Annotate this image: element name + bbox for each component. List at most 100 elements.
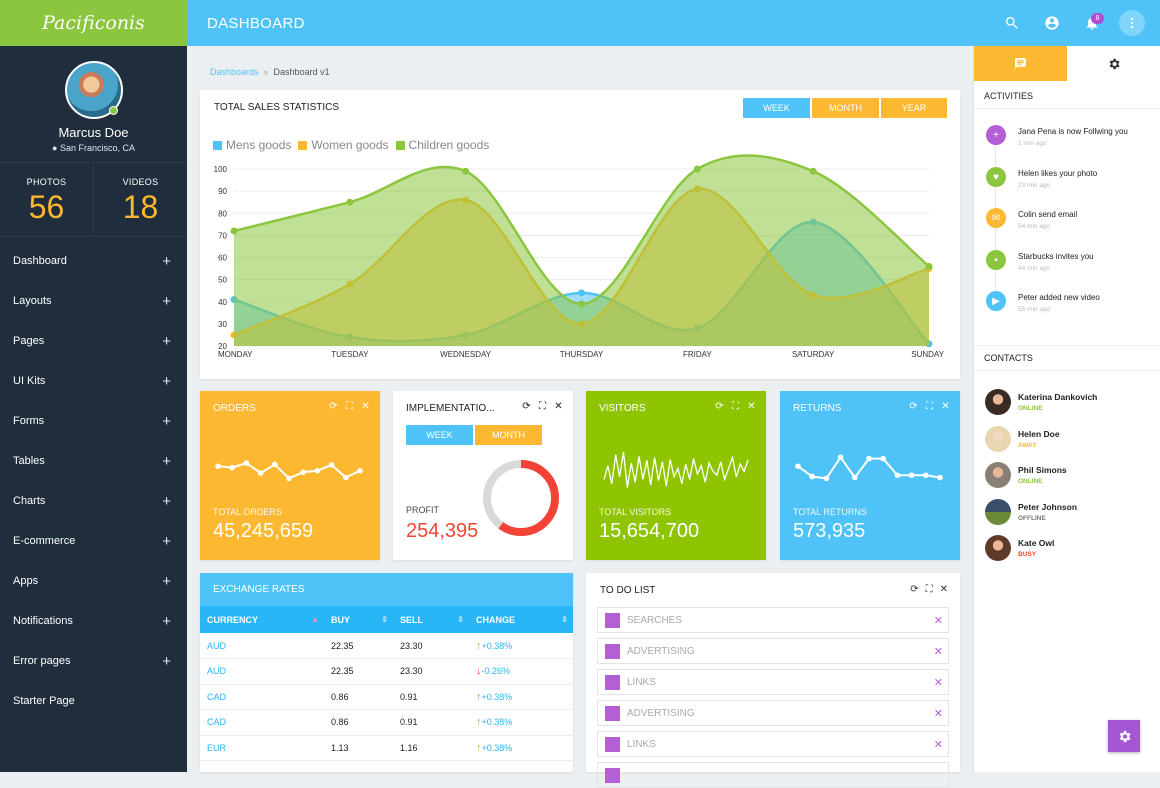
contact-item[interactable]: Helen Doe AWAY — [985, 426, 1060, 452]
year-button[interactable]: YEAR — [881, 98, 947, 118]
todo-card: TO DO LIST ⟳ ⛶ ✕ SEARCHES ✕ ADVERTISING ✕ LI… — [586, 573, 960, 788]
expand-icon[interactable]: ⛶ — [925, 584, 933, 595]
sparkline-point — [243, 460, 250, 466]
remove-icon[interactable]: ✕ — [933, 707, 943, 720]
impl-month-button[interactable]: MONTH — [475, 425, 542, 445]
tab-chat[interactable] — [974, 46, 1067, 81]
close-icon[interactable]: ✕ — [941, 401, 950, 412]
close-icon[interactable]: ✕ — [939, 584, 948, 595]
refresh-icon[interactable]: ⟳ — [715, 401, 724, 412]
sidebar-item-notifications[interactable]: Notifications + — [0, 601, 187, 641]
todo-checkbox[interactable] — [605, 736, 620, 752]
data-point[interactable] — [346, 198, 354, 206]
settings-fab[interactable] — [1108, 720, 1140, 752]
col-currency[interactable]: CURRENCY ▲ — [200, 606, 324, 633]
legend-item[interactable]: Mens goods — [213, 138, 291, 152]
contact-item[interactable]: Katerina Dankovich ONLINE — [985, 389, 1097, 415]
todo-checkbox[interactable] — [605, 612, 620, 628]
sidebar-item-tables[interactable]: Tables + — [0, 441, 187, 481]
plus-icon: + — [162, 532, 171, 550]
legend-item[interactable]: Children goods — [395, 138, 489, 152]
remove-icon[interactable]: ✕ — [933, 738, 943, 751]
data-point[interactable] — [462, 167, 470, 175]
todo-item[interactable]: LINKS ✕ — [597, 731, 949, 757]
tab-settings[interactable] — [1067, 46, 1160, 81]
data-point[interactable] — [578, 289, 585, 297]
close-icon[interactable]: ✕ — [361, 401, 370, 412]
breadcrumb-link[interactable]: Dashboards — [210, 67, 259, 77]
todo-item[interactable]: SEARCHES ✕ — [597, 607, 949, 633]
contact-item[interactable]: Kate Owl BUSY — [985, 535, 1054, 561]
photos-count: 56 — [28, 189, 65, 225]
app-logo[interactable]: Pacificonis — [0, 0, 187, 46]
data-point[interactable] — [578, 300, 585, 308]
refresh-icon[interactable]: ⟳ — [910, 584, 919, 595]
contact-item[interactable]: Phil Simons ONLINE — [985, 462, 1067, 488]
table-row[interactable]: AUD 22.35 23.30 ↑+0.38% — [200, 633, 573, 659]
refresh-icon[interactable]: ⟳ — [329, 401, 338, 412]
more-button[interactable] — [1112, 0, 1152, 46]
avatar[interactable] — [64, 61, 123, 119]
remove-icon[interactable]: ✕ — [933, 645, 943, 658]
todo-item[interactable]: ADVERTISING ✕ — [597, 700, 949, 726]
data-point[interactable] — [693, 165, 701, 173]
data-point[interactable] — [809, 167, 817, 175]
data-point[interactable] — [925, 262, 933, 270]
sidebar-item-ecommerce[interactable]: E-commerce + — [0, 521, 187, 561]
table-row[interactable]: AUD 22.35 23.30 ↓-0.26% — [200, 658, 573, 685]
legend-item[interactable]: Women goods — [298, 138, 389, 152]
sidebar-item-pages[interactable]: Pages + — [0, 321, 187, 361]
todo-checkbox[interactable] — [605, 674, 620, 690]
sparkline-point — [894, 472, 901, 479]
todo-item[interactable] — [597, 762, 949, 788]
sidebar-item-starter-page[interactable]: Starter Page — [0, 681, 187, 721]
expand-icon[interactable]: ⛶ — [926, 401, 933, 412]
activity-item[interactable]: ✉ Colin send email 54 min ago — [986, 208, 1077, 230]
col-sell[interactable]: SELL ⇕ — [393, 606, 469, 633]
expand-icon[interactable]: ⛶ — [539, 401, 546, 412]
todo-checkbox[interactable] — [605, 767, 620, 783]
col-buy[interactable]: BUY ⇕ — [324, 606, 393, 633]
activity-item[interactable]: ▶ Peter added new video 55 min ago — [986, 291, 1100, 313]
sparkline-point — [908, 472, 915, 479]
videos-stat[interactable]: VIDEOS 18 — [93, 163, 187, 236]
refresh-icon[interactable]: ⟳ — [909, 401, 918, 412]
expand-icon[interactable]: ⛶ — [732, 401, 739, 412]
close-icon[interactable]: ✕ — [554, 401, 563, 412]
table-row[interactable]: EUR 1.13 1.16 ↑+0.38% — [200, 735, 573, 761]
activity-item[interactable]: + Jana Pena is now Follwing you 2 min ago — [986, 125, 1128, 147]
todo-item[interactable]: ADVERTISING ✕ — [597, 638, 949, 664]
video-icon: ▶ — [986, 291, 1006, 311]
notifications-button[interactable]: 8 — [1072, 0, 1112, 46]
table-row[interactable]: CAD 0.86 0.91 ↑+0.38% — [200, 709, 573, 736]
activity-item[interactable]: ▪ Starbucks invites you 44 min ago — [986, 250, 1094, 272]
col-change[interactable]: CHANGE ⇕ — [469, 606, 573, 633]
impl-week-button[interactable]: WEEK — [406, 425, 473, 445]
cell-sell: 0.91 — [393, 684, 469, 710]
week-button[interactable]: WEEK — [743, 98, 810, 118]
activity-item[interactable]: ♥ Helen likes your photo 23 min ago — [986, 167, 1097, 189]
sidebar-item-apps[interactable]: Apps + — [0, 561, 187, 601]
month-button[interactable]: MONTH — [812, 98, 879, 118]
remove-icon[interactable]: ✕ — [933, 614, 943, 627]
data-point[interactable] — [230, 227, 238, 235]
todo-checkbox[interactable] — [605, 705, 620, 721]
user-name: Marcus Doe — [58, 125, 129, 140]
todo-item[interactable]: LINKS ✕ — [597, 669, 949, 695]
account-button[interactable] — [1032, 0, 1072, 46]
sidebar-item-layouts[interactable]: Layouts + — [0, 281, 187, 321]
sidebar-item-forms[interactable]: Forms + — [0, 401, 187, 441]
refresh-icon[interactable]: ⟳ — [522, 401, 531, 412]
photos-stat[interactable]: PHOTOS 56 — [0, 163, 93, 236]
todo-checkbox[interactable] — [605, 643, 620, 659]
sidebar-item-error-pages[interactable]: Error pages + — [0, 641, 187, 681]
sidebar-item-ui-kits[interactable]: UI Kits + — [0, 361, 187, 401]
close-icon[interactable]: ✕ — [747, 401, 756, 412]
remove-icon[interactable]: ✕ — [933, 676, 943, 689]
expand-icon[interactable]: ⛶ — [346, 401, 353, 412]
sidebar-item-charts[interactable]: Charts + — [0, 481, 187, 521]
sidebar-item-dashboard[interactable]: Dashboard + — [0, 241, 187, 281]
search-button[interactable] — [992, 0, 1032, 46]
contact-item[interactable]: Peter Johnson OFFLINE — [985, 499, 1077, 525]
table-row[interactable]: CAD 0.86 0.91 ↑+0.38% — [200, 684, 573, 710]
